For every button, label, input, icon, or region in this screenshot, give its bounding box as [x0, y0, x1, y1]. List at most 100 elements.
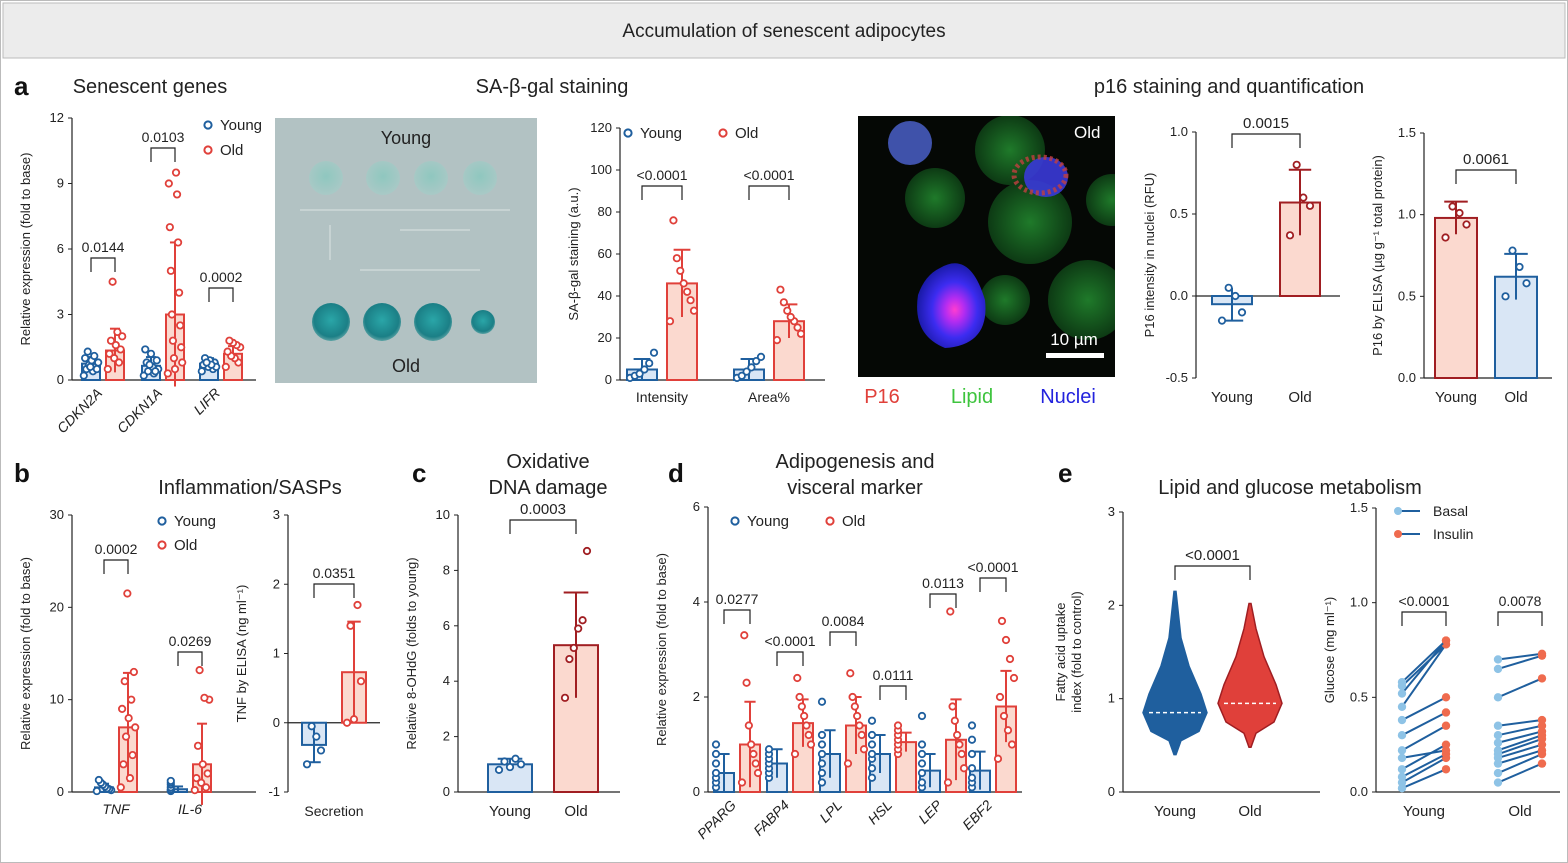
old-data-point — [1003, 726, 1013, 735]
old-data-point — [119, 760, 128, 769]
x-category-label: Secretion — [304, 803, 363, 819]
basal-point — [1397, 772, 1407, 782]
old-data-point — [118, 332, 127, 341]
title-p16: p16 staining and quantification — [1094, 76, 1364, 98]
p16-image: Old 10 µm P16 Lipid Nuclei — [858, 116, 1115, 408]
significance-bracket — [929, 593, 957, 608]
insulin-point — [1537, 759, 1547, 768]
y-tick-label: 3 — [1108, 504, 1115, 519]
old-data-point — [128, 750, 137, 760]
y-tick-label: 8 — [443, 562, 450, 577]
basal-point — [1493, 746, 1503, 755]
young-data-point — [917, 768, 927, 778]
old-data-point — [850, 702, 859, 711]
young-data-point — [756, 352, 766, 361]
young-data-point — [151, 367, 160, 376]
old-data-point — [753, 768, 763, 778]
significance-bracket — [177, 651, 203, 666]
young-data-point — [92, 786, 101, 796]
p-value-label: 0.0002 — [95, 541, 138, 557]
legend-label: Old — [220, 142, 243, 159]
significance-bracket — [1455, 169, 1517, 184]
old-data-point — [797, 702, 806, 711]
sa-gal-old-dot — [312, 303, 350, 341]
young-data-point — [635, 369, 644, 378]
young-violin — [1142, 590, 1208, 756]
y-axis-label: P16 intensity in nuclei (RFU) — [1142, 173, 1157, 338]
significance-bracket — [748, 185, 790, 200]
old-data-point — [221, 362, 230, 371]
old-data-point — [1501, 292, 1510, 301]
young-data-point — [867, 773, 877, 782]
sa-gal-young-dot — [414, 161, 448, 195]
y-axis-label: Relative expression (fold to base) — [18, 153, 33, 346]
old-data-point — [744, 721, 753, 730]
p-value-label: <0.0001 — [1185, 547, 1240, 564]
significance-bracket — [313, 583, 355, 598]
panel-letter-e: e — [1058, 458, 1072, 488]
insulin-point — [1441, 693, 1451, 702]
young-data-point — [867, 764, 877, 773]
young-data-point — [505, 762, 515, 772]
x-category-label: Young — [1403, 803, 1445, 820]
old-data-point — [356, 677, 366, 686]
young-data-point — [1462, 220, 1471, 229]
significance-bracket — [829, 631, 857, 646]
y-axis-label: Relative expression (fold to base) — [654, 553, 669, 746]
basal-point — [1493, 664, 1503, 674]
young-data-point — [302, 760, 312, 769]
old-data-point — [993, 754, 1003, 763]
y-axis-label: index (fold to control) — [1069, 591, 1084, 712]
old-data-point — [349, 715, 359, 724]
y-tick-label: 9 — [57, 176, 64, 191]
x-category-label: Old — [1288, 389, 1311, 406]
old-data-point — [846, 669, 855, 678]
insulin-point — [1441, 765, 1451, 774]
old-data-point — [672, 254, 681, 263]
pair-line — [1497, 724, 1543, 737]
old-data-point — [683, 287, 692, 296]
pair-line — [1401, 639, 1447, 695]
y-tick-label: 2 — [273, 576, 280, 591]
young-data-point — [917, 759, 927, 768]
old-data-point — [203, 769, 212, 778]
young-bar — [1434, 216, 1478, 379]
sa-gal-young-dot — [463, 161, 497, 195]
y-tick-label: 1.5 — [1350, 500, 1368, 515]
sa-gal-image: Young Old — [275, 118, 537, 383]
old-data-point — [129, 667, 138, 677]
y-tick-label: -0.5 — [1166, 370, 1188, 385]
significance-bracket — [1497, 611, 1543, 626]
y-tick-label: 0.0 — [1398, 370, 1416, 385]
old-data-point — [742, 678, 751, 687]
p16-lipid-droplet — [980, 275, 1030, 325]
old-data-point — [560, 693, 570, 702]
young-data-point — [202, 358, 211, 367]
old-data-point — [751, 759, 760, 768]
old-data-point — [749, 749, 758, 759]
old-data-point — [353, 600, 362, 610]
old-data-point — [1305, 201, 1315, 210]
p-value-label: 0.0084 — [822, 613, 865, 629]
sa-gal-old-dot — [414, 303, 452, 341]
young-data-point — [166, 776, 175, 786]
old-data-point — [853, 711, 862, 721]
young-data-point — [817, 740, 827, 749]
legend-label: Basal — [1433, 503, 1468, 519]
title-banner — [2, 2, 1566, 59]
old-data-point — [1299, 193, 1308, 202]
legend-label: Young — [747, 513, 789, 530]
channel-label-nuclei: Nuclei — [1040, 386, 1096, 408]
p-value-label: 0.0015 — [1243, 115, 1289, 132]
chart-d: 0 2 4 6 Relative expression (fold to base) 0.… — [654, 499, 1022, 842]
old-data-point — [995, 692, 1005, 702]
basal-point — [1493, 778, 1503, 787]
young-data-point — [742, 367, 751, 376]
old-data-point — [804, 730, 813, 740]
y-tick-label: 0.0 — [1350, 784, 1368, 799]
young-data-point — [500, 757, 509, 766]
legend-marker — [1394, 530, 1402, 538]
old-data-point — [223, 347, 232, 356]
young-data-point — [764, 745, 774, 754]
y-tick-label: -1 — [268, 784, 280, 799]
